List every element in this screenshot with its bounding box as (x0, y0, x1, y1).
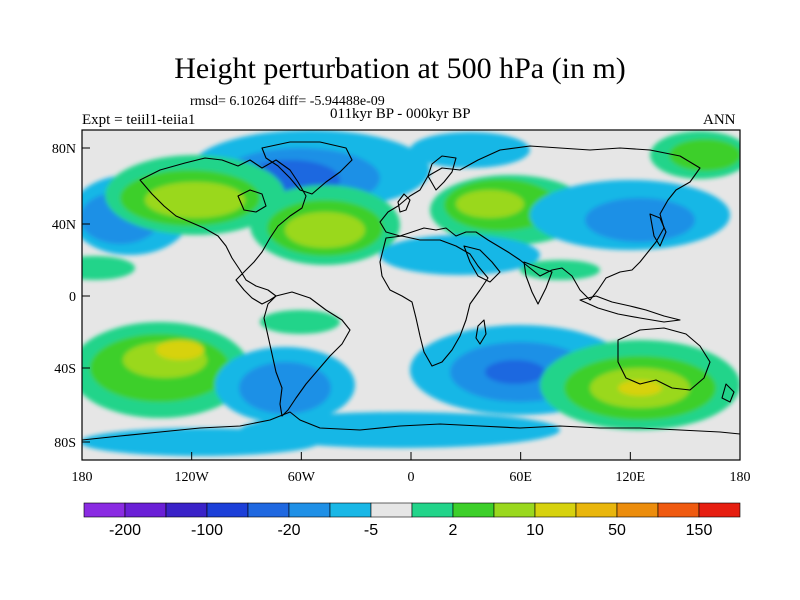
coastline-africa (379, 235, 489, 367)
colorbar-label: 50 (608, 522, 626, 539)
colorbar-label: -20 (277, 522, 300, 539)
coastline-antarctica (82, 411, 740, 441)
colorbar-swatch (698, 502, 741, 518)
colorbar-label: 150 (686, 522, 713, 539)
contour-region (485, 360, 545, 384)
rmsd-diff-text: rmsd= 6.10264 diff= -5.94488e-09 (190, 94, 385, 109)
coastline-hudson-bay (237, 189, 267, 213)
lon-tick-label: 60E (509, 470, 532, 485)
latitude-axis: 80N 40N 0 40S 80S (52, 142, 90, 451)
lon-tick-label: 0 (408, 470, 415, 485)
map-plot-area (82, 130, 740, 460)
season-label: ANN (703, 112, 736, 128)
coastline-indonesia (579, 295, 681, 323)
contour-region (618, 380, 662, 396)
colorbar-swatch (329, 502, 372, 518)
colorbar-label: 10 (526, 522, 544, 539)
contour-region (240, 412, 560, 448)
colorbar-swatch (575, 502, 618, 518)
lon-tick-label: 180 (72, 470, 93, 485)
colorbar-swatch (83, 502, 126, 518)
lat-tick-label: 80S (54, 436, 76, 451)
lat-tick-label: 80N (52, 142, 76, 157)
lon-tick-label: 180 (730, 470, 751, 485)
contour-region (260, 310, 340, 334)
contour-region (145, 182, 245, 218)
coastline-south-america (263, 291, 351, 417)
coastline-layer (82, 141, 740, 441)
colorbar-swatch (534, 502, 577, 518)
colorbar-swatch (452, 502, 495, 518)
coastline-north-america (139, 157, 307, 305)
colorbar-swatch (206, 502, 249, 518)
colorbar-swatch (288, 502, 331, 518)
colorbar-swatch (370, 502, 413, 518)
contour-region (82, 428, 320, 456)
contour-region (285, 212, 365, 248)
coastline-india (523, 261, 553, 305)
contour-region (520, 260, 600, 280)
coastline-new-zealand (721, 383, 735, 403)
colorbar-label: -5 (364, 522, 378, 539)
colorbar-swatch (165, 502, 208, 518)
colorbar-swatch (657, 502, 700, 518)
contour-region (156, 340, 204, 360)
coastline-eurasia (379, 145, 701, 301)
contour-region (410, 132, 530, 168)
lon-tick-label: 60W (288, 470, 316, 485)
colorbar-swatch (616, 502, 659, 518)
colorbar-swatch (411, 502, 454, 518)
contour-region (82, 256, 135, 280)
lat-tick-label: 40N (52, 218, 76, 233)
colorbar-label: -100 (191, 522, 223, 539)
colorbar-swatch (493, 502, 536, 518)
map-title: Height perturbation at 500 hPa (in m) (174, 52, 626, 85)
coastline-australia (617, 327, 711, 391)
period-text: 011kyr BP - 000kyr BP (330, 106, 471, 122)
lon-tick-label: 120W (175, 470, 210, 485)
coastline-british-isles (397, 193, 411, 213)
colorbar-swatch (247, 502, 290, 518)
colorbar: -200 -100 -20 -5 2 10 50 150 (83, 502, 741, 539)
lat-tick-label: 40S (54, 362, 76, 377)
colorbar-label: -200 (109, 522, 141, 539)
contour-region (456, 190, 524, 218)
contour-region (239, 362, 331, 414)
contour-region (669, 139, 740, 171)
lat-tick-label: 0 (69, 290, 76, 305)
longitude-axis: 180 120W 60W 0 60E 120E 180 (72, 452, 751, 485)
coastline-scandinavia (427, 155, 457, 191)
coastline-japan (649, 213, 667, 247)
coastline-greenland (261, 141, 353, 195)
colorbar-swatch (124, 502, 167, 518)
contour-region (380, 235, 540, 275)
lon-tick-label: 120E (616, 470, 646, 485)
coastline-arabia (463, 245, 501, 283)
contour-region (585, 198, 695, 242)
experiment-label: Expt = teiil1-teiia1 (82, 112, 196, 128)
colorbar-label: 2 (449, 522, 458, 539)
coastline-madagascar (475, 319, 487, 345)
